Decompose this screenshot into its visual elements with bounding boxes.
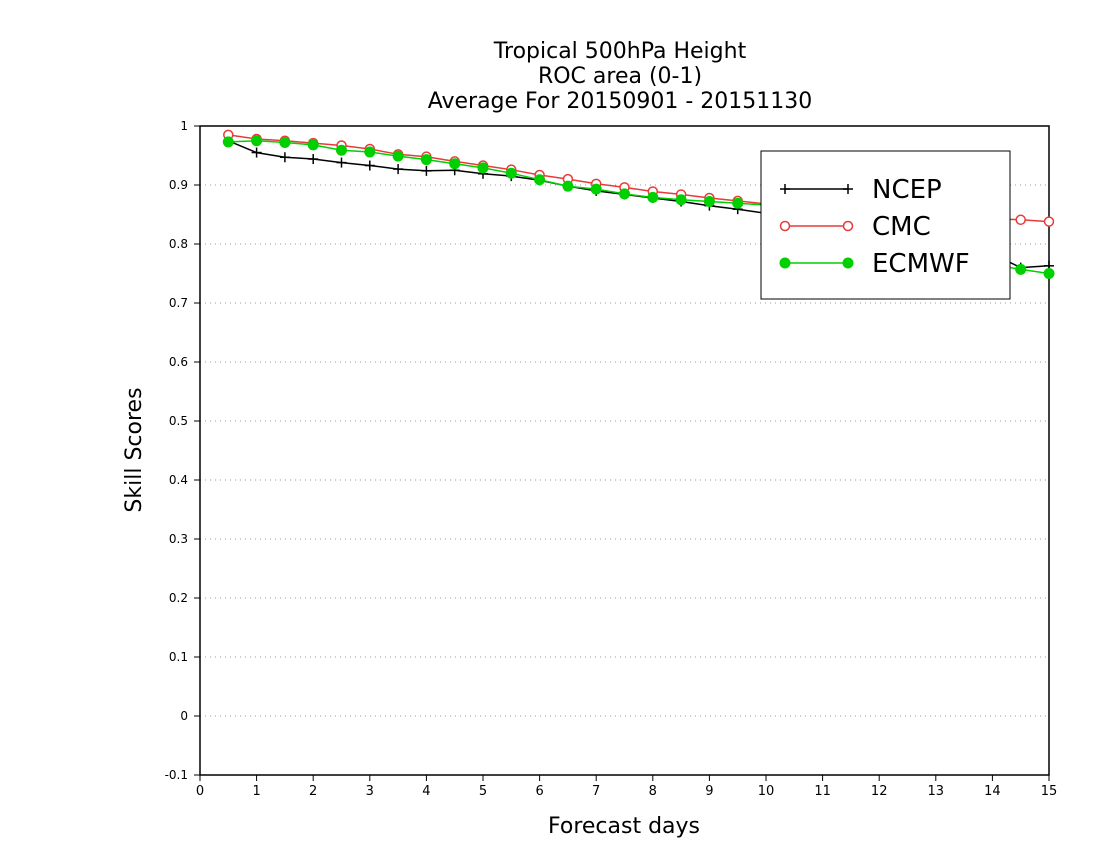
data-point-ecmwf <box>732 197 744 209</box>
data-point-cmc <box>1043 216 1055 227</box>
data-point-ecmwf <box>420 154 432 166</box>
legend-marker-cmc <box>779 220 791 232</box>
x-tick-label: 14 <box>984 784 1001 799</box>
x-tick-label: 4 <box>422 784 430 799</box>
x-tick-label: 13 <box>928 784 945 799</box>
y-tick-label: 0.2 <box>169 591 188 605</box>
data-point-ncep <box>336 157 347 168</box>
legend-marker-ncep <box>843 184 853 194</box>
y-tick-label: -0.1 <box>165 768 188 782</box>
legend-box <box>760 150 1011 300</box>
x-tick-label: 8 <box>649 784 657 799</box>
x-tick-label: 11 <box>814 784 831 799</box>
legend-marker-ecmwf <box>842 257 854 269</box>
y-tick-label: 0.3 <box>169 532 188 546</box>
y-tick-label: 0.5 <box>169 414 188 428</box>
y-tick-label: 0.1 <box>169 650 188 664</box>
x-tick-label: 5 <box>479 784 487 799</box>
y-tick-label: 0.6 <box>169 355 188 369</box>
data-point-ecmwf <box>279 137 291 149</box>
x-axis-label: Forecast days <box>548 814 700 839</box>
data-point-ecmwf <box>336 144 347 156</box>
x-tick-label: 6 <box>535 784 543 799</box>
data-point-ecmwf <box>477 162 489 174</box>
x-tick-label: 3 <box>366 784 374 799</box>
chart-text: Tropical 500hPa Height ROC area (0-1) Av… <box>122 39 812 839</box>
x-tick-label: 10 <box>758 784 775 799</box>
data-point-ecmwf <box>675 194 687 206</box>
legend-label-ecmwf: ECMWF <box>872 249 970 279</box>
data-point-ncep <box>393 164 404 175</box>
x-tick-label: 9 <box>705 784 713 799</box>
x-tick-label: 0 <box>196 784 204 799</box>
y-tick-label: 0 <box>180 709 188 723</box>
data-point-ecmwf <box>449 158 461 170</box>
data-point-ecmwf <box>590 183 602 195</box>
data-point-ecmwf <box>505 167 517 179</box>
y-tick-label: 0.9 <box>169 178 188 192</box>
data-point-ncep <box>279 152 290 163</box>
legend-marker-ecmwf <box>779 257 791 269</box>
legend-marker-ncep <box>780 184 790 194</box>
data-point-ncep <box>421 165 432 176</box>
x-tick-label: 1 <box>252 784 260 799</box>
y-tick-label: 1 <box>180 119 188 133</box>
legend-label-ncep: NCEP <box>872 175 942 205</box>
y-tick-label: 0.4 <box>169 473 188 487</box>
y-tick-label: 0.8 <box>169 237 188 251</box>
y-tick-label: 0.7 <box>169 296 188 310</box>
data-point-ncep <box>251 147 262 158</box>
data-point-ecmwf <box>251 135 263 147</box>
chart-title-line-1: Tropical 500hPa Height <box>493 39 747 64</box>
data-point-ecmwf <box>534 174 546 186</box>
data-point-ecmwf <box>619 188 630 200</box>
x-tick-label: 15 <box>1041 784 1058 799</box>
legend-marker-cmc <box>842 220 854 232</box>
legend-label-cmc: CMC <box>872 212 931 242</box>
chart-title-line-2: ROC area (0-1) <box>538 64 702 89</box>
data-point-ecmwf <box>703 196 715 208</box>
x-tick-label: 2 <box>309 784 317 799</box>
data-point-ecmwf <box>307 139 319 151</box>
x-tick-label: 12 <box>871 784 888 799</box>
legend: NCEP CMC ECMWF <box>760 150 1011 300</box>
data-point-ecmwf <box>647 191 659 203</box>
plot-frame <box>199 125 1050 776</box>
data-point-ecmwf <box>222 136 234 148</box>
data-point-ecmwf <box>392 150 404 162</box>
data-point-ncep <box>364 160 375 171</box>
data-point-cmc <box>1015 214 1026 226</box>
x-tick-label: 7 <box>592 784 600 799</box>
y-axis-label: Skill Scores <box>122 387 147 512</box>
data-point-ncep <box>308 154 319 165</box>
data-point-ecmwf <box>562 180 574 192</box>
data-point-ecmwf <box>1043 268 1055 279</box>
axes: -0.100.10.20.30.40.50.60.70.80.910 1 2 3 4 5 6… <box>165 119 1058 799</box>
data-point-ecmwf <box>364 146 376 158</box>
chart-title-line-3: Average For 20150901 - 20151130 <box>428 89 813 114</box>
data-point-ecmwf <box>1015 263 1027 275</box>
